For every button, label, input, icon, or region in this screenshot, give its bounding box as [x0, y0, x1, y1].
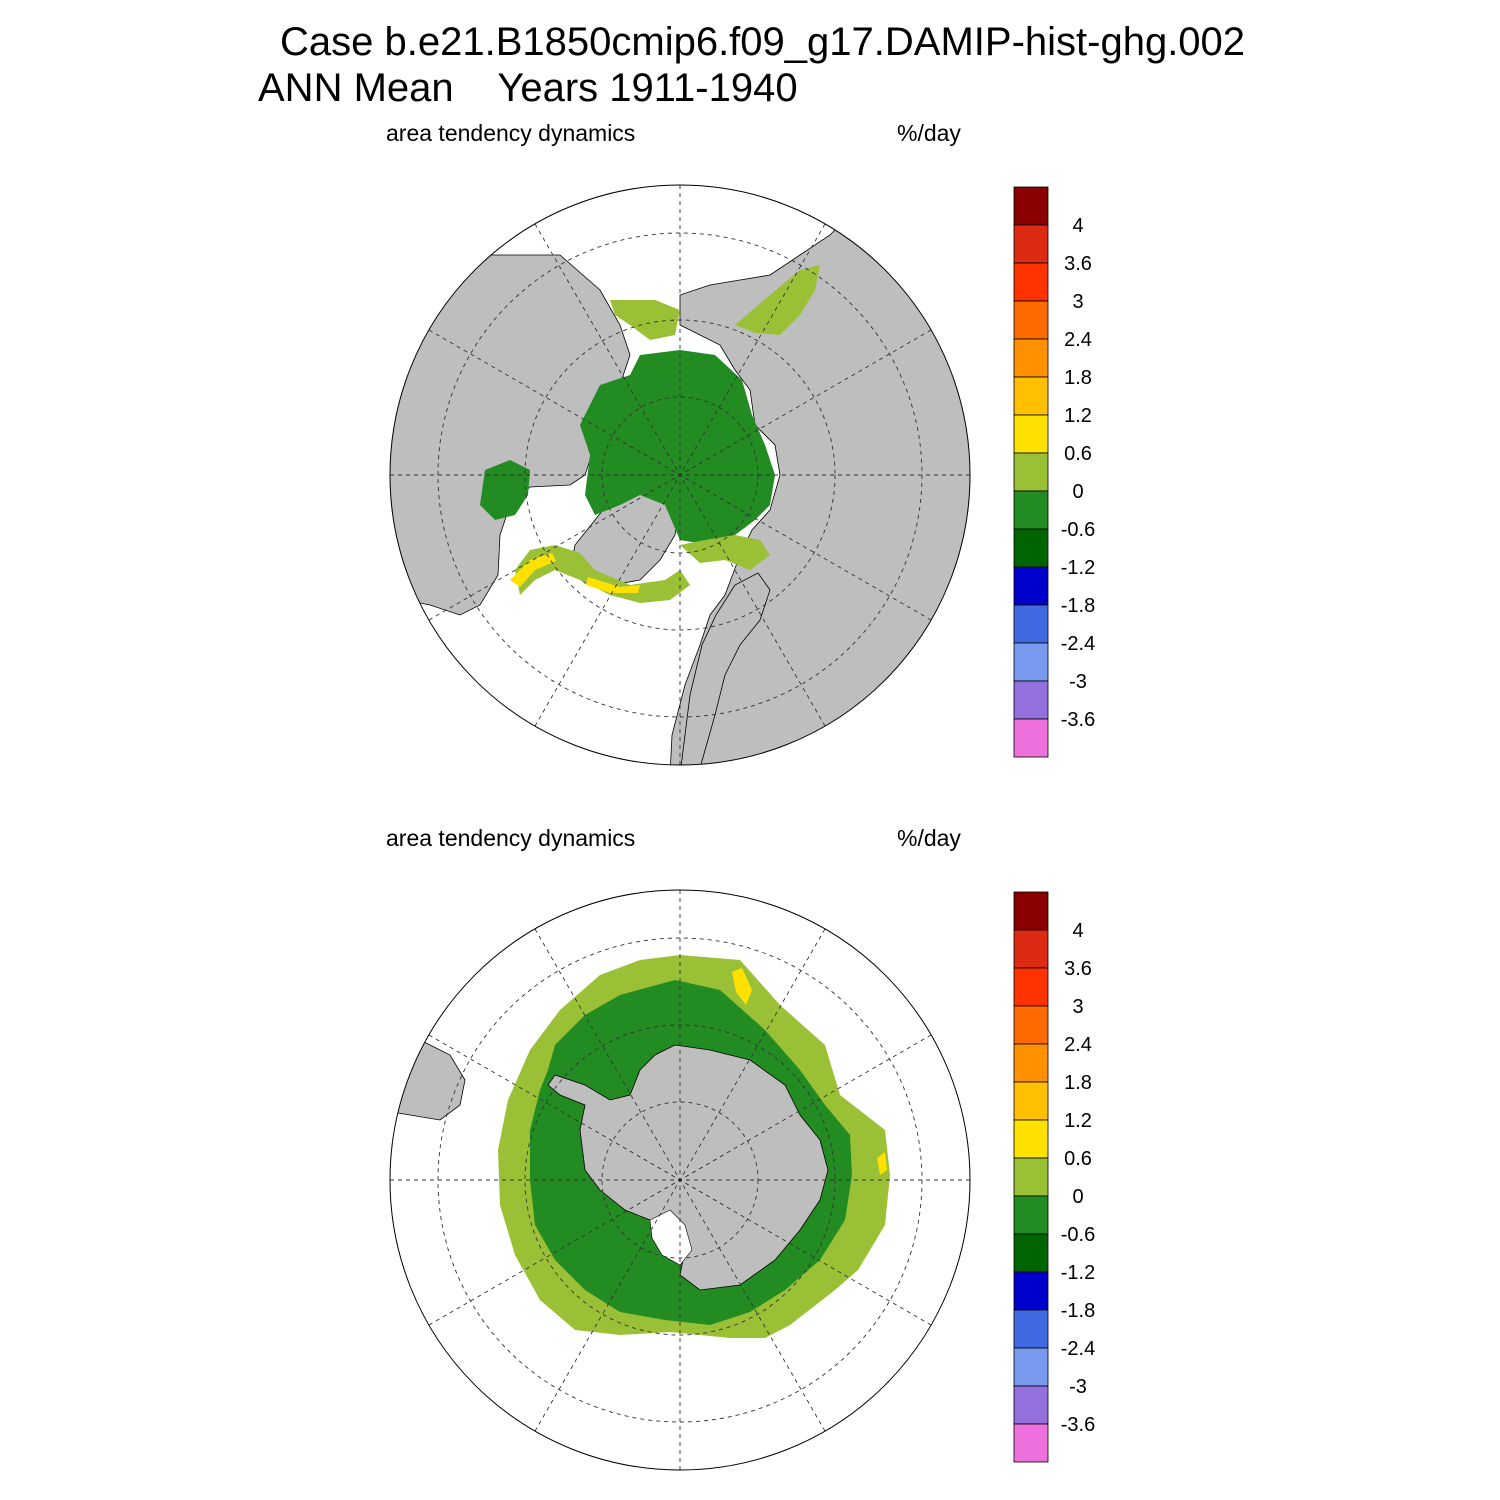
- labrador-ice-edge: [510, 553, 556, 587]
- north-colorbar-tick-label: -3: [1069, 671, 1087, 693]
- south-units-label: %/day: [897, 825, 961, 851]
- south-colorbar-tick-label: 1.2: [1064, 1110, 1092, 1132]
- north-map-border: [389, 184, 971, 766]
- south-colorbar-tick-label: 0: [1072, 1186, 1083, 1208]
- south-colorbar-tick-label: 3: [1072, 996, 1083, 1018]
- south-colorbar-swatch: [1013, 1005, 1049, 1045]
- north-colorbar-swatch: [1013, 338, 1049, 378]
- north-colorbar: 4 3.6 3 2.4 1.8 1.2 0.6 0 -0.6 -1.2 -1.8 -2.4 -3 -3.6: [1013, 186, 1095, 758]
- south-colorbar-swatch: [1013, 1423, 1049, 1463]
- south-colorbar-tick-label: -1.8: [1061, 1300, 1095, 1322]
- south-colorbar-swatch: [1013, 1157, 1049, 1197]
- south-colorbar-swatch: [1013, 1347, 1049, 1387]
- north-colorbar-tick-label: -1.2: [1061, 557, 1095, 579]
- north-colorbar-swatch: [1013, 452, 1049, 492]
- ross-ice-shelf: [649, 1209, 693, 1266]
- south-colorbar-swatch: [1013, 1309, 1049, 1349]
- arctic-ice-region: [580, 350, 775, 545]
- north-variable-label: area tendency dynamics: [386, 120, 636, 146]
- south-colorbar-swatch: [1013, 1233, 1049, 1273]
- south-colorbar-swatch: [1013, 1271, 1049, 1311]
- south-colorbar-tick-label: -2.4: [1061, 1338, 1095, 1360]
- north-colorbar-swatch: [1013, 186, 1049, 226]
- south-polar-map: [389, 889, 971, 1471]
- south-graticule: [390, 890, 970, 1470]
- south-colorbar-swatch: [1013, 1385, 1049, 1425]
- north-colorbar-tick-label: -2.4: [1061, 633, 1095, 655]
- greenland-ice-edge: [586, 577, 640, 593]
- hudson-bay-ice: [480, 460, 530, 520]
- okhotsk-margin-ice: [735, 265, 820, 335]
- south-variable-label: area tendency dynamics: [386, 825, 636, 851]
- period-title: ANN Mean Years 1911-1940: [258, 66, 798, 110]
- ice-edge-yellow-1: [732, 968, 752, 1005]
- north-colorbar-tick-label: 1.8: [1064, 367, 1092, 389]
- north-colorbar-tick-label: 2.4: [1064, 329, 1092, 351]
- baffin-margin-ice: [515, 545, 690, 603]
- north-colorbar-swatch: [1013, 718, 1049, 758]
- north-colorbar-tick-label: 3: [1072, 291, 1083, 313]
- north-colorbar-swatch: [1013, 528, 1049, 568]
- north-colorbar-tick-label: -1.8: [1061, 595, 1095, 617]
- south-colorbar-tick-label: 3.6: [1064, 958, 1092, 980]
- scandinavia-land: [679, 572, 771, 765]
- north-colorbar-tick-label: -3.6: [1061, 709, 1095, 731]
- north-colorbar-tick-label: 4: [1072, 215, 1083, 237]
- south-colorbar-swatch: [1013, 1043, 1049, 1083]
- bering-margin-ice: [610, 300, 680, 340]
- south-colorbar-tick-label: -0.6: [1061, 1224, 1095, 1246]
- north-colorbar-tick-label: 0: [1072, 481, 1083, 503]
- south-colorbar-swatch: [1013, 967, 1049, 1007]
- north-colorbar-tick-label: -0.6: [1061, 519, 1095, 541]
- south-colorbar-tick-label: 2.4: [1064, 1034, 1092, 1056]
- north-colorbar-swatch: [1013, 262, 1049, 302]
- north-polar-map: [389, 184, 971, 766]
- north-colorbar-swatch: [1013, 376, 1049, 416]
- north-america-land: [390, 254, 631, 616]
- south-colorbar-tick-label: -1.2: [1061, 1262, 1095, 1284]
- north-colorbar-tick-label: 0.6: [1064, 443, 1092, 465]
- south-colorbar-tick-label: 4: [1072, 920, 1083, 942]
- north-colorbar-swatch: [1013, 680, 1049, 720]
- north-colorbar-swatch: [1013, 490, 1049, 530]
- south-colorbar-tick-label: 0.6: [1064, 1148, 1092, 1170]
- south-colorbar-swatch: [1013, 1119, 1049, 1159]
- case-title: Case b.e21.B1850cmip6.f09_g17.DAMIP-hist…: [280, 20, 1246, 64]
- north-units-label: %/day: [897, 120, 961, 146]
- north-colorbar-swatch: [1013, 224, 1049, 264]
- north-colorbar-swatch: [1013, 642, 1049, 682]
- south-colorbar-swatch: [1013, 1081, 1049, 1121]
- north-graticule: [390, 185, 970, 765]
- north-colorbar-swatch: [1013, 604, 1049, 644]
- north-colorbar-swatch: [1013, 566, 1049, 606]
- north-colorbar-tick-label: 3.6: [1064, 253, 1092, 275]
- ice-edge-yellow-2: [877, 1152, 887, 1175]
- south-colorbar-swatch: [1013, 891, 1049, 931]
- south-colorbar: 4 3.6 3 2.4 1.8 1.2 0.6 0 -0.6 -1.2 -1.8 -2.4 -3 -3.6: [1013, 891, 1095, 1463]
- south-colorbar-swatch: [1013, 1195, 1049, 1235]
- south-colorbar-swatch: [1013, 929, 1049, 969]
- north-colorbar-swatch: [1013, 414, 1049, 454]
- north-colorbar-tick-label: 1.2: [1064, 405, 1092, 427]
- south-colorbar-tick-label: 1.8: [1064, 1072, 1092, 1094]
- south-colorbar-tick-label: -3.6: [1061, 1414, 1095, 1436]
- south-map-border: [389, 889, 971, 1471]
- south-colorbar-tick-label: -3: [1069, 1376, 1087, 1398]
- north-colorbar-swatch: [1013, 300, 1049, 340]
